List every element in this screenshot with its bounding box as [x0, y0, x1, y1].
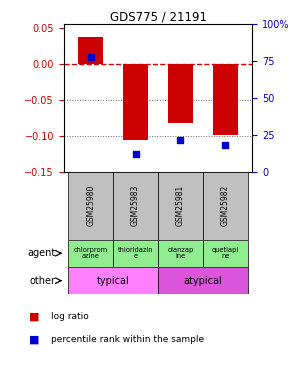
Bar	[78, 37, 103, 64]
Bar	[213, 64, 238, 135]
Title: GDS775 / 21191: GDS775 / 21191	[110, 10, 206, 23]
Text: quetiapi
ne: quetiapi ne	[212, 247, 239, 259]
Text: ■: ■	[29, 312, 39, 322]
Text: typical: typical	[97, 276, 130, 286]
Text: ■: ■	[29, 334, 39, 344]
Text: olanzap
ine: olanzap ine	[167, 247, 194, 259]
Bar	[113, 172, 158, 240]
Text: chlorprom
azine: chlorprom azine	[74, 247, 108, 259]
Point	[88, 54, 93, 60]
Text: atypical: atypical	[184, 276, 222, 286]
Bar	[68, 172, 113, 240]
Point	[178, 136, 183, 142]
Bar	[123, 64, 148, 140]
Text: percentile rank within the sample: percentile rank within the sample	[51, 335, 204, 344]
Point	[223, 142, 228, 148]
Bar	[203, 240, 248, 267]
Bar	[203, 172, 248, 240]
Text: GSM25983: GSM25983	[131, 185, 140, 226]
Bar	[158, 172, 203, 240]
Bar	[68, 240, 113, 267]
Point	[133, 151, 138, 157]
Bar	[158, 267, 248, 294]
Bar	[113, 240, 158, 267]
Bar	[68, 267, 158, 294]
Bar	[158, 240, 203, 267]
Text: agent: agent	[28, 248, 56, 258]
Text: thioridazin
e: thioridazin e	[118, 247, 153, 259]
Text: log ratio: log ratio	[51, 312, 88, 321]
Text: GSM25981: GSM25981	[176, 185, 185, 226]
Text: GSM25982: GSM25982	[221, 185, 230, 226]
Bar	[168, 64, 193, 123]
Text: other: other	[30, 276, 56, 286]
Text: GSM25980: GSM25980	[86, 185, 95, 226]
